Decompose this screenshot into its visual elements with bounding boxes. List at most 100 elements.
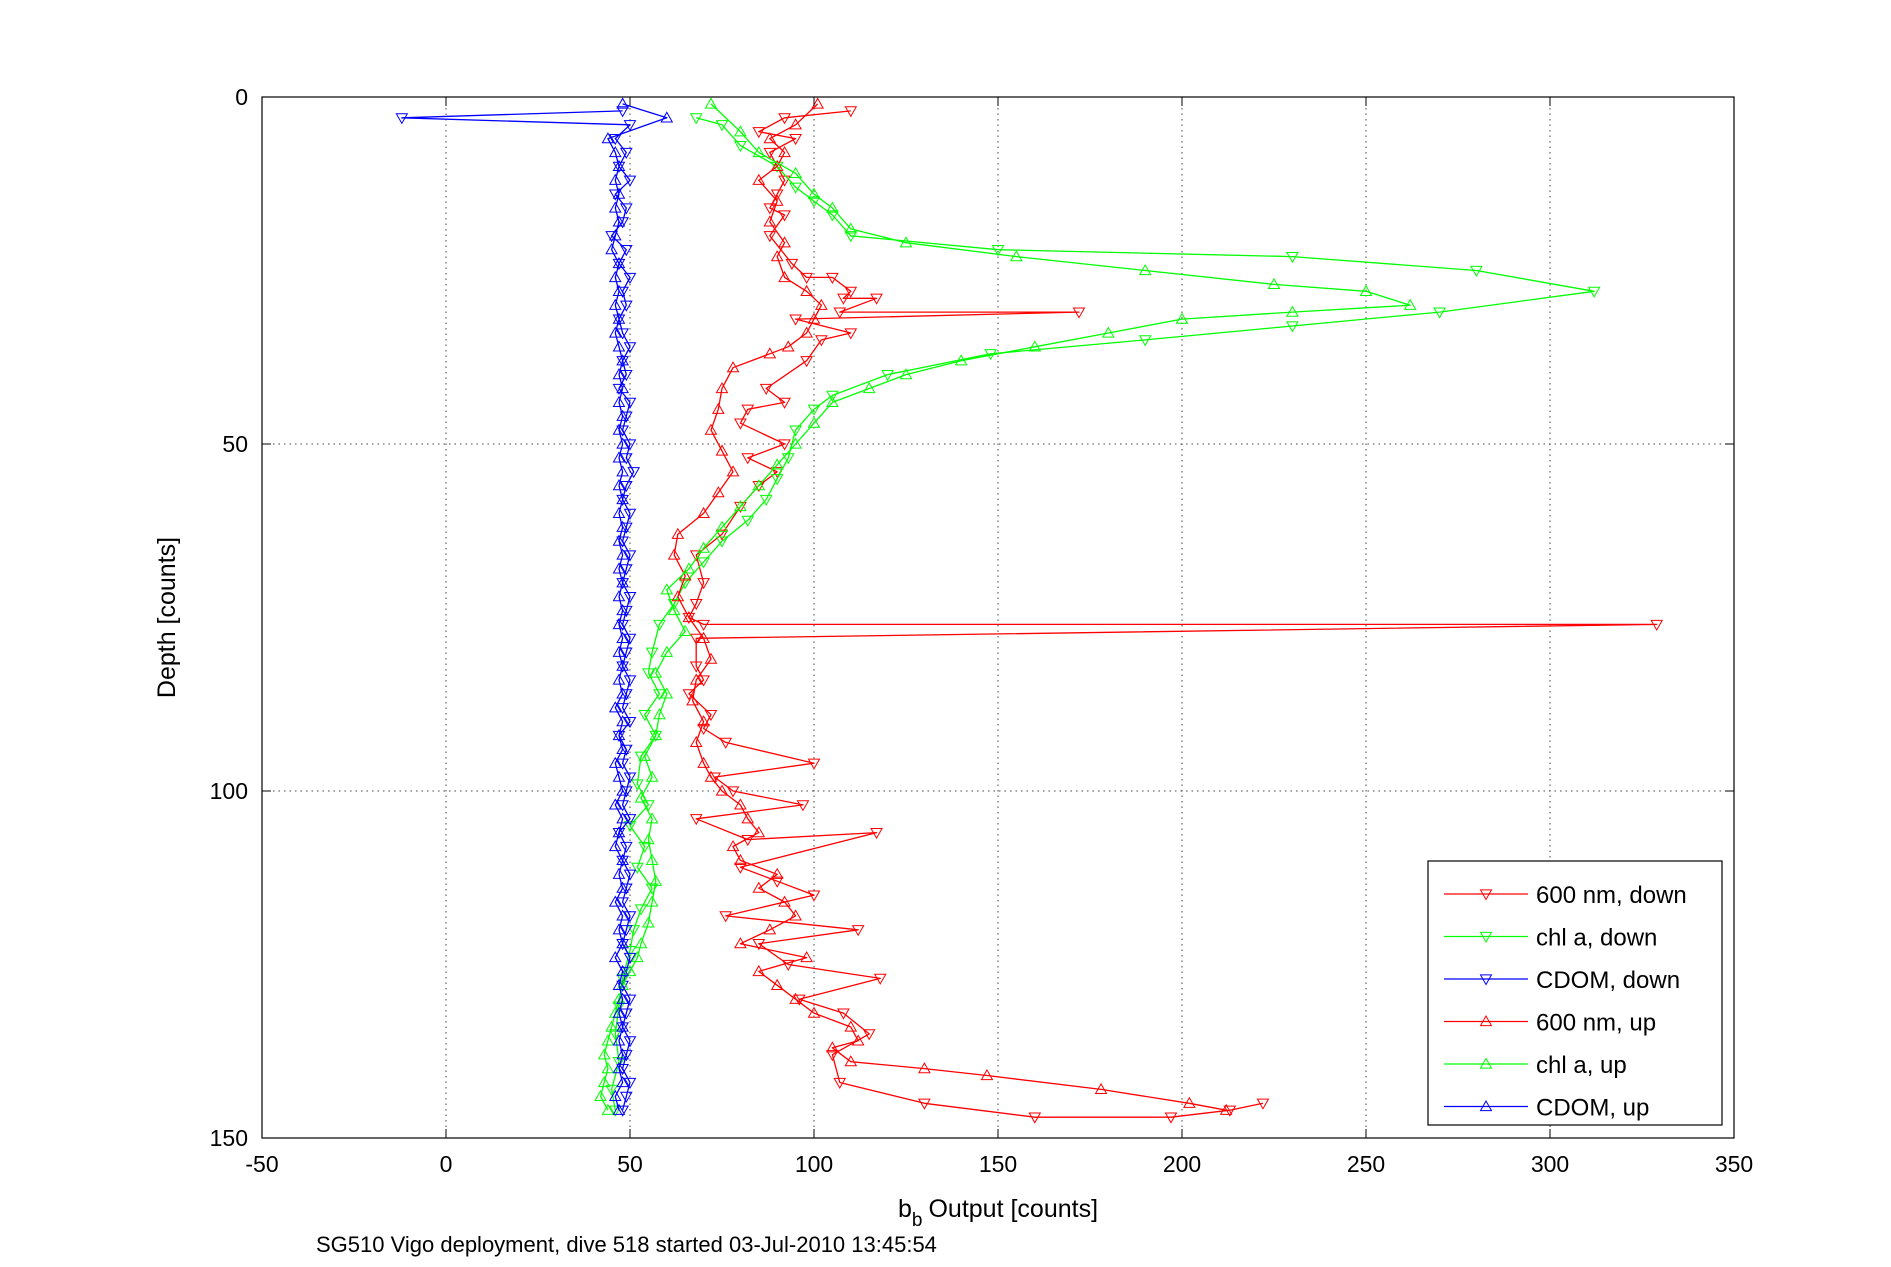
- data-point: [608, 326, 622, 338]
- data-point: [770, 876, 784, 888]
- data-point: [619, 841, 633, 854]
- data-point: [623, 911, 637, 923]
- data-point: [814, 298, 828, 310]
- data-point: [612, 923, 626, 935]
- data-point: [752, 826, 766, 838]
- data-point: [697, 506, 710, 519]
- data-point: [616, 1022, 630, 1034]
- data-point: [1587, 286, 1601, 298]
- data-point: [612, 312, 626, 324]
- data-point: [605, 231, 618, 243]
- series-line: [610, 117, 1595, 1111]
- x-axis-label-prefix: b: [898, 1195, 912, 1223]
- data-point: [899, 368, 913, 380]
- data-point: [623, 120, 637, 132]
- data-point: [807, 404, 821, 416]
- data-point: [623, 397, 637, 409]
- data-point: [711, 486, 725, 498]
- data-point: [844, 106, 858, 118]
- data-point: [781, 340, 795, 352]
- data-point: [1219, 1103, 1233, 1115]
- data-point: [612, 258, 626, 271]
- data-point: [616, 784, 630, 796]
- data-point: [734, 853, 747, 866]
- data-point: [1256, 1098, 1270, 1110]
- data-point: [597, 1048, 611, 1060]
- x-tick-label: 250: [1347, 1151, 1385, 1177]
- data-point: [704, 770, 718, 782]
- data-point: [653, 708, 666, 720]
- data-point: [844, 328, 858, 340]
- data-point: [844, 1020, 858, 1032]
- data-point: [616, 937, 630, 949]
- data-point: [612, 340, 626, 352]
- legend-label: CDOM, down: [1536, 967, 1680, 994]
- chart-caption: SG510 Vigo deployment, dive 518 started …: [316, 1232, 937, 1257]
- data-point: [899, 236, 913, 248]
- data-point: [623, 869, 637, 881]
- data-point: [833, 1077, 847, 1089]
- data-point: [789, 437, 802, 449]
- data-point: [612, 161, 626, 173]
- x-tick-label: 0: [440, 1151, 453, 1177]
- data-point: [623, 675, 637, 687]
- data-point: [619, 689, 633, 701]
- data-point: [634, 937, 648, 949]
- data-point: [623, 1036, 637, 1048]
- legend-entry: chl a, down: [1444, 925, 1657, 952]
- data-point: [612, 284, 626, 296]
- data-point: [653, 689, 666, 701]
- data-point: [612, 257, 626, 269]
- data-point: [630, 951, 644, 963]
- data-point: [1359, 284, 1373, 296]
- data-point: [619, 605, 633, 618]
- data-point: [612, 451, 626, 463]
- data-point: [697, 619, 710, 631]
- data-point: [642, 668, 655, 680]
- data-point: [800, 951, 814, 963]
- data-point: [980, 1069, 994, 1081]
- data-point: [711, 402, 725, 414]
- data-point: [608, 134, 622, 146]
- data-point: [623, 964, 637, 977]
- data-point: [671, 590, 685, 602]
- x-axis-label: bb Output [counts]: [898, 1195, 1098, 1231]
- data-point: [807, 890, 821, 902]
- data-point: [807, 312, 821, 324]
- data-point: [597, 1075, 611, 1088]
- data-point: [627, 925, 641, 937]
- data-point: [612, 730, 626, 742]
- legend: 600 nm, down chl a, down CDOM, down 600 nm,…: [1427, 860, 1723, 1126]
- data-point: [601, 1062, 615, 1074]
- data-point: [616, 576, 630, 588]
- data-point: [616, 286, 630, 298]
- data-point: [608, 840, 622, 852]
- legend-label: chl a, up: [1536, 1052, 1627, 1079]
- data-point: [619, 1091, 633, 1103]
- data-point: [704, 97, 718, 109]
- legend-box: [1427, 860, 1723, 1126]
- series-group: [395, 97, 1664, 1124]
- data-point: [649, 666, 663, 678]
- data-point: [612, 828, 626, 840]
- data-point: [630, 862, 644, 874]
- data-point: [697, 557, 710, 569]
- legend-entry: chl a, up: [1444, 1052, 1627, 1079]
- data-point: [616, 855, 630, 867]
- data-point: [826, 272, 839, 284]
- data-point: [763, 347, 777, 359]
- data-point: [789, 118, 802, 130]
- data-point: [1223, 1105, 1237, 1117]
- data-point: [807, 196, 821, 208]
- data-point: [726, 465, 740, 477]
- data-point: [851, 1034, 865, 1046]
- data-point: [612, 1001, 626, 1013]
- data-point: [770, 474, 784, 486]
- data-point: [741, 404, 755, 416]
- data-point: [608, 756, 622, 768]
- data-point: [844, 286, 858, 298]
- series-line: [688, 110, 1658, 1118]
- data-point: [612, 978, 626, 990]
- data-point: [778, 236, 791, 248]
